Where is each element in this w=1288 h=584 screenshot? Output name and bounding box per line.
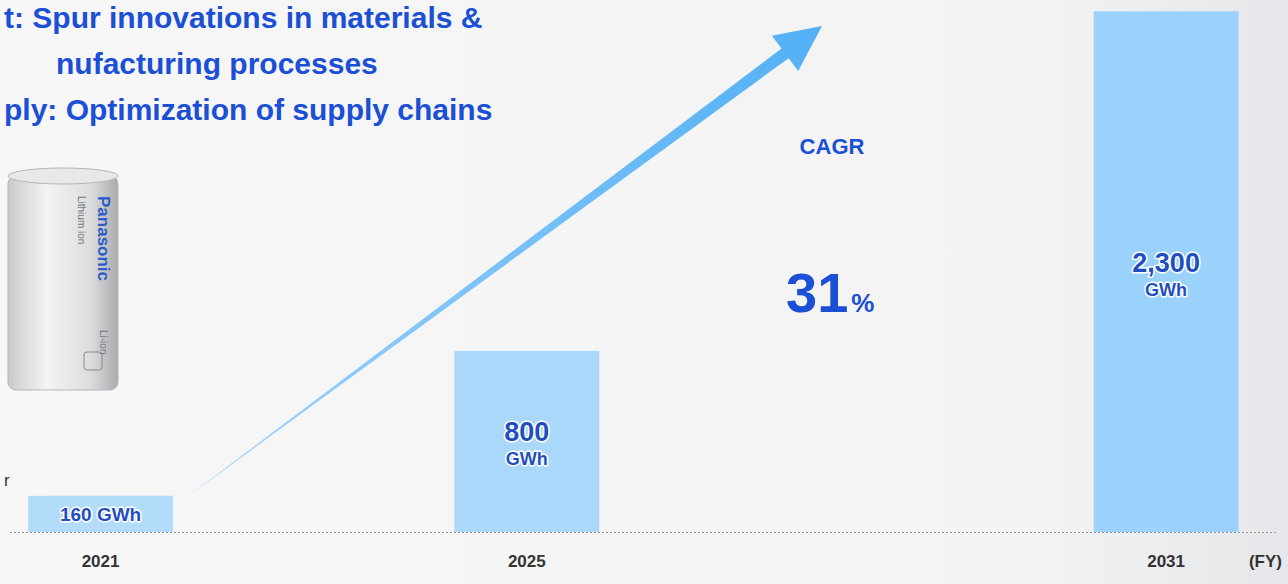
cagr-unit: % xyxy=(851,288,874,318)
x-axis xyxy=(10,532,1278,533)
fragment: r xyxy=(4,471,10,490)
cagr-value: 31 xyxy=(786,261,848,324)
data-label: 800GWh xyxy=(504,417,549,469)
x-tick-label: 2031 xyxy=(1147,552,1185,571)
x-tick-label: 2021 xyxy=(82,552,120,571)
headline: ply: Optimization of supply chains xyxy=(4,93,492,126)
data-label: 160 GWh xyxy=(60,504,141,525)
bar xyxy=(28,496,173,532)
bar xyxy=(1094,11,1239,532)
bar xyxy=(454,351,599,532)
cell-text: Lithium ion xyxy=(76,196,87,244)
cagr-label: CAGR xyxy=(800,134,865,159)
cell-text: Panasonic xyxy=(94,196,113,281)
background xyxy=(0,0,1288,584)
bars xyxy=(28,11,1238,532)
battery-cell: Panasonic Lithium ion Li-ion xyxy=(8,168,118,390)
x-axis-label: (FY) xyxy=(1249,552,1282,571)
cell-body xyxy=(8,176,118,390)
x-tick-label: 2025 xyxy=(508,552,546,571)
data-label-unit: GWh xyxy=(1145,280,1187,300)
data-label-unit: GWh xyxy=(506,449,548,469)
data-label: 2,300GWh xyxy=(1132,248,1200,300)
slide: t: Spur innovations in materials & nufact… xyxy=(0,0,1288,584)
headline: t: Spur innovations in materials & xyxy=(4,1,482,34)
data-label-value: 800 xyxy=(504,417,549,447)
cell-top xyxy=(8,168,118,184)
data-label-value: 2,300 xyxy=(1132,248,1200,278)
headline: nufacturing processes xyxy=(56,47,378,80)
cell-text: Li-ion xyxy=(98,330,109,354)
cell-icon xyxy=(84,352,102,370)
growth-arrow xyxy=(186,26,822,498)
